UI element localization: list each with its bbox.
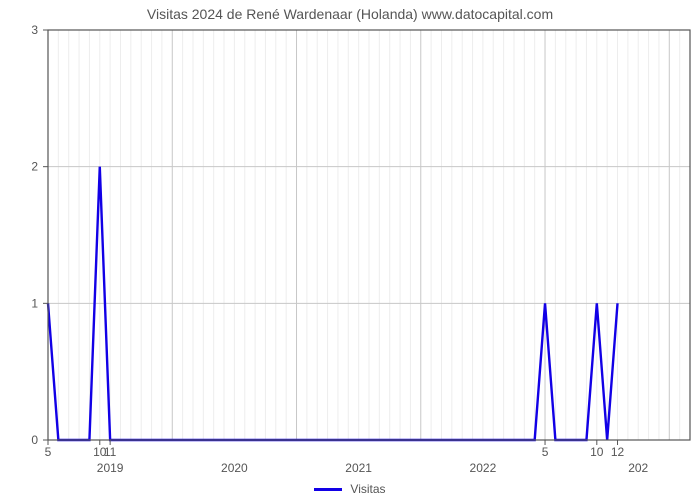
- svg-text:12: 12: [611, 445, 625, 459]
- svg-text:2019: 2019: [97, 461, 124, 475]
- svg-text:1: 1: [31, 296, 38, 310]
- line-chart: 012351011510122019202020212022202: [0, 0, 700, 500]
- svg-text:2022: 2022: [470, 461, 497, 475]
- legend-label: Visitas: [350, 482, 385, 496]
- svg-text:0: 0: [31, 433, 38, 447]
- legend: Visitas: [0, 482, 700, 496]
- svg-text:202: 202: [628, 461, 648, 475]
- svg-text:2: 2: [31, 160, 38, 174]
- svg-text:11: 11: [104, 445, 117, 459]
- legend-swatch: [314, 488, 342, 491]
- svg-text:3: 3: [31, 23, 38, 37]
- svg-text:5: 5: [45, 445, 52, 459]
- svg-text:10: 10: [590, 445, 604, 459]
- svg-text:2021: 2021: [345, 461, 372, 475]
- svg-text:5: 5: [542, 445, 549, 459]
- svg-text:2020: 2020: [221, 461, 248, 475]
